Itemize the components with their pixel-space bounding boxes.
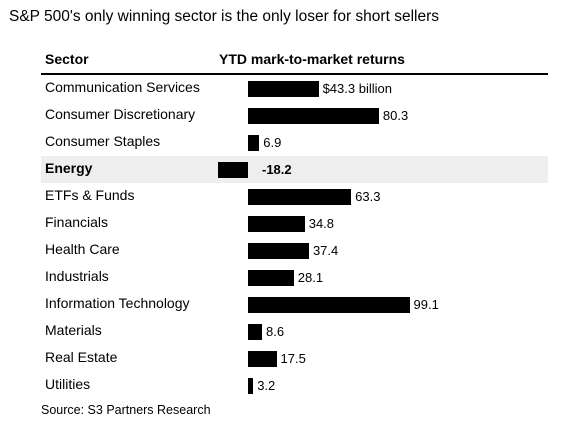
category-label: Utilities [45, 376, 91, 392]
chart-row-communication-services: Communication Services $43.3 billion [41, 75, 548, 102]
bar-financials [248, 216, 305, 232]
bar-energy [218, 162, 248, 178]
bar-industrials [248, 270, 294, 286]
value-label-materials: 8.6 [266, 324, 285, 339]
bar-materials [248, 324, 263, 340]
bar-utilities [248, 378, 254, 394]
value-label-financials: 34.8 [308, 216, 335, 231]
chart-row-consumer-discretionary: Consumer Discretionary 80.3 [41, 102, 548, 129]
source-note: Source: S3 Partners Research [41, 403, 211, 417]
sector-column-header: Sector [45, 51, 89, 67]
value-label-real-estate: 17.5 [280, 351, 306, 366]
category-label: Industrials [45, 268, 109, 284]
category-label: Real Estate [45, 349, 118, 365]
chart-row-health-care: Health Care 37.4 [41, 237, 548, 264]
category-label: Information Technology [45, 295, 190, 311]
category-label: Energy [45, 160, 93, 176]
bar-etfs-funds [248, 189, 352, 205]
returns-column-header: YTD mark-to-market returns [219, 51, 405, 67]
bar-real-estate [248, 351, 277, 367]
category-label: Financials [45, 214, 109, 230]
chart-row-materials: Materials 8.6 [41, 318, 548, 345]
value-label-communication-services: $43.3 billion [322, 81, 392, 96]
chart-row-industrials: Industrials 28.1 [41, 264, 548, 291]
value-label-etfs-funds: 63.3 [355, 189, 381, 204]
header-divider [41, 73, 548, 75]
value-label-industrials: 28.1 [297, 270, 324, 285]
bar-consumer-staples [248, 135, 260, 151]
value-label-information-technology: 99.1 [413, 297, 439, 312]
value-label-consumer-discretionary: 80.3 [382, 108, 409, 123]
chart-row-energy: Energy -18.2 [41, 156, 548, 183]
category-label: Consumer Staples [45, 133, 161, 149]
category-label: Health Care [45, 241, 120, 257]
category-label: Consumer Discretionary [45, 106, 196, 122]
bar-information-technology [248, 297, 410, 313]
category-label: ETFs & Funds [45, 187, 135, 203]
bar-consumer-discretionary [248, 108, 379, 124]
chart-row-information-technology: Information Technology 99.1 [41, 291, 548, 318]
chart-row-financials: Financials 34.8 [41, 210, 548, 237]
chart-row-real-estate: Real Estate 17.5 [41, 345, 548, 372]
value-label-health-care: 37.4 [312, 243, 339, 258]
chart-row-consumer-staples: Consumer Staples 6.9 [41, 129, 548, 156]
category-label: Materials [45, 322, 102, 338]
value-label-utilities: 3.2 [257, 378, 276, 393]
chart-row-etfs-funds: ETFs & Funds 63.3 [41, 183, 548, 210]
bar-communication-services [248, 81, 319, 97]
value-label-consumer-staples: 6.9 [263, 135, 282, 150]
chart-row-utilities: Utilities 3.2 [41, 372, 548, 399]
chart-title: S&P 500's only winning sector is the onl… [9, 8, 439, 25]
value-label-energy: -18.2 [262, 162, 292, 177]
category-label: Communication Services [45, 79, 200, 95]
bar-health-care [248, 243, 309, 259]
